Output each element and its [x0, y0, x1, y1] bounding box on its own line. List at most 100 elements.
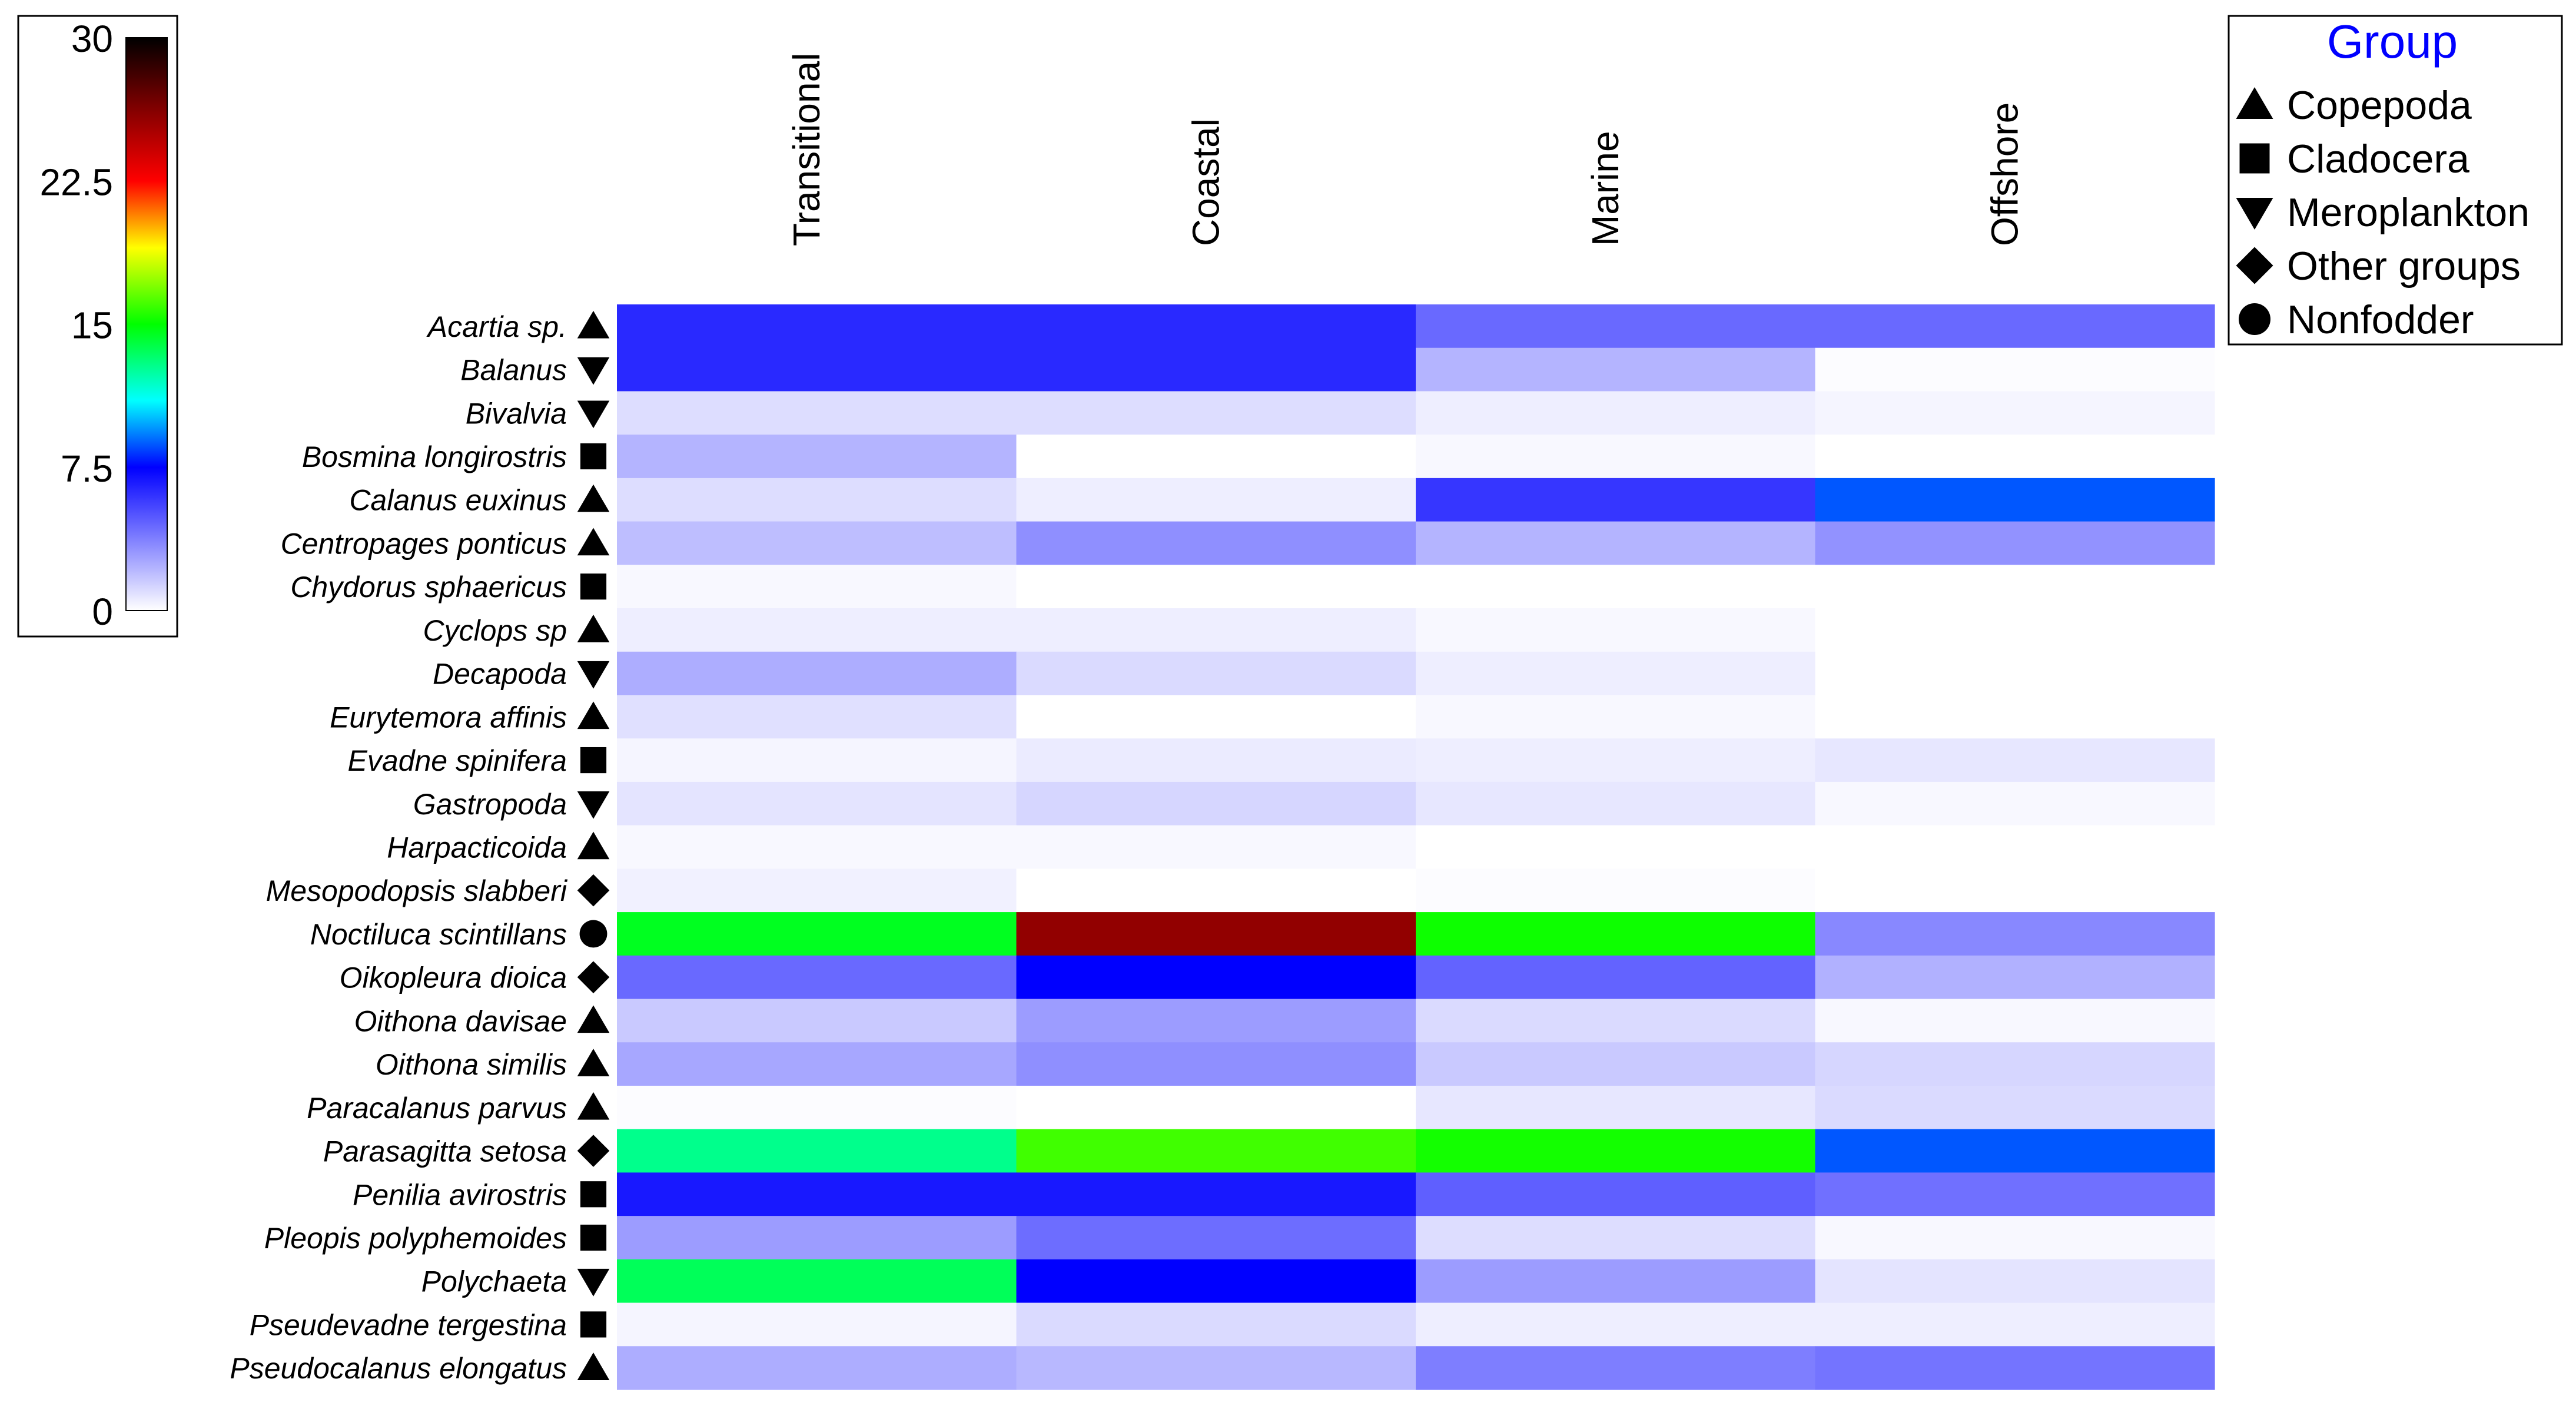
column-headers: Transitional Coastal Marine Offshore [785, 53, 2026, 246]
row-label: Parasagitta setosa [323, 1135, 567, 1168]
column-header: Coastal [1185, 118, 1227, 246]
legend-item-label: Nonfodder [2287, 297, 2474, 342]
row-square-icon [580, 1311, 607, 1338]
row-triangle-up-icon [577, 701, 610, 730]
heatmap-cell [1016, 651, 1416, 696]
row-label: Oithona similis [376, 1048, 567, 1081]
row-label: Bosmina longirostris [302, 440, 567, 473]
heatmap-cell [1815, 695, 2215, 739]
row-triangle-up-icon [577, 831, 610, 860]
row-square-icon [580, 1181, 607, 1208]
legend-diamond-icon [2236, 247, 2273, 284]
heatmap-cell [1016, 912, 1416, 956]
heatmap-cell [617, 912, 1017, 956]
heatmap-cell [617, 1302, 1017, 1347]
heatmap-cell [1416, 1129, 1816, 1173]
heatmap-cell [1016, 1346, 1416, 1390]
heatmap-cell [617, 1129, 1017, 1173]
heatmap-cell [617, 478, 1017, 522]
row-square-icon [580, 573, 607, 600]
heatmap-cell [1416, 521, 1816, 565]
row-labels: Acartia sp. Balanus Bivalvia Bosmina longir… [230, 310, 610, 1385]
heatmap-cell [1815, 1085, 2215, 1130]
heatmap-cell [617, 1085, 1017, 1130]
heatmap-cell [1016, 565, 1416, 609]
heatmap-cell [1815, 391, 2215, 435]
row-label: Mesopodopsis slabberi [266, 874, 568, 907]
row-triangle-down-icon [577, 1268, 610, 1297]
row-label: Oithona davisae [354, 1004, 567, 1037]
colorbar-tick-label: 7.5 [61, 447, 113, 490]
row-label: Eurytemora affinis [330, 701, 567, 734]
heatmap-cell [1815, 1346, 2215, 1390]
row-diamond-icon [577, 1135, 610, 1167]
row-label: Penilia avirostris [353, 1178, 567, 1211]
heatmap-cell [1016, 435, 1416, 479]
heatmap-cell [1815, 999, 2215, 1043]
heatmap-cell [617, 1259, 1017, 1304]
row-label: Chydorus sphaericus [290, 571, 567, 604]
legend-triangle-down-icon [2236, 198, 2273, 230]
row-square-icon [580, 1224, 607, 1251]
row-triangle-up-icon [577, 1092, 610, 1120]
heatmap-cell [1016, 347, 1416, 392]
heatmap-cell [1815, 868, 2215, 913]
heatmap-cell [617, 1346, 1017, 1390]
heatmap-cell [1815, 347, 2215, 392]
heatmap-cell [1815, 912, 2215, 956]
heatmap-cell [1815, 565, 2215, 609]
heatmap-cell [617, 955, 1017, 1000]
colorbar: 30 22.5 15 7.5 0 [17, 15, 178, 638]
heatmap-cell [617, 565, 1017, 609]
row-triangle-down-icon [577, 357, 610, 385]
heatmap-cell [1815, 955, 2215, 1000]
legend-frame [2228, 15, 2563, 346]
heatmap-cell [1416, 1216, 1816, 1260]
legend-item-label: Cladocera [2287, 137, 2469, 181]
heatmap-cell [1815, 608, 2215, 652]
heatmap-cell [617, 781, 1017, 826]
heatmap-cell [617, 1216, 1017, 1260]
heatmap-cell [1016, 1042, 1416, 1086]
heatmap-cell [1016, 608, 1416, 652]
row-triangle-up-icon [577, 1005, 610, 1033]
row-triangle-up-icon [577, 614, 610, 642]
row-label: Centropages ponticus [281, 527, 567, 560]
colorbar-tick-label: 0 [92, 591, 113, 633]
heatmap-cell [1016, 1302, 1416, 1347]
group-legend: Group Copepoda Cladocera Meroplankton Other … [2228, 15, 2563, 346]
heatmap-cell [617, 651, 1017, 696]
legend-square-icon [2239, 143, 2270, 174]
heatmap-cell [1416, 695, 1816, 739]
colorbar-tick-label: 30 [71, 18, 113, 60]
heatmap-cell [1416, 651, 1816, 696]
row-label: Pseudocalanus elongatus [230, 1352, 567, 1385]
heatmap-cell [617, 868, 1017, 913]
heatmap-cell [1016, 781, 1416, 826]
row-label: Evadne spinifera [348, 744, 567, 777]
heatmap-cell [1016, 478, 1416, 522]
row-triangle-up-icon [577, 310, 610, 339]
colorbar-gradient-bar [125, 37, 168, 611]
row-triangle-up-icon [577, 1352, 610, 1380]
heatmap-cell [1815, 1302, 2215, 1347]
heatmap-cell [617, 695, 1017, 739]
heatmap-cell [1016, 1172, 1416, 1216]
heatmap-cell [1416, 304, 1816, 349]
column-header: Offshore [1984, 102, 2026, 246]
legend-circle-icon [2239, 303, 2270, 335]
heatmap-cell [1416, 435, 1816, 479]
row-triangle-up-icon [577, 528, 610, 556]
heatmap-cell [617, 304, 1017, 349]
row-label: Paracalanus parvus [307, 1092, 567, 1125]
heatmap-cell [617, 608, 1017, 652]
heatmap-cell [1016, 955, 1416, 1000]
row-label: Pleopis polyphemoides [264, 1222, 567, 1255]
heatmap-cell [1416, 738, 1816, 783]
heatmap-cell [1815, 304, 2215, 349]
heatmap-cell [617, 999, 1017, 1043]
heatmap-cell [1815, 1216, 2215, 1260]
heatmap-cell [1416, 347, 1816, 392]
row-triangle-down-icon [577, 791, 610, 819]
